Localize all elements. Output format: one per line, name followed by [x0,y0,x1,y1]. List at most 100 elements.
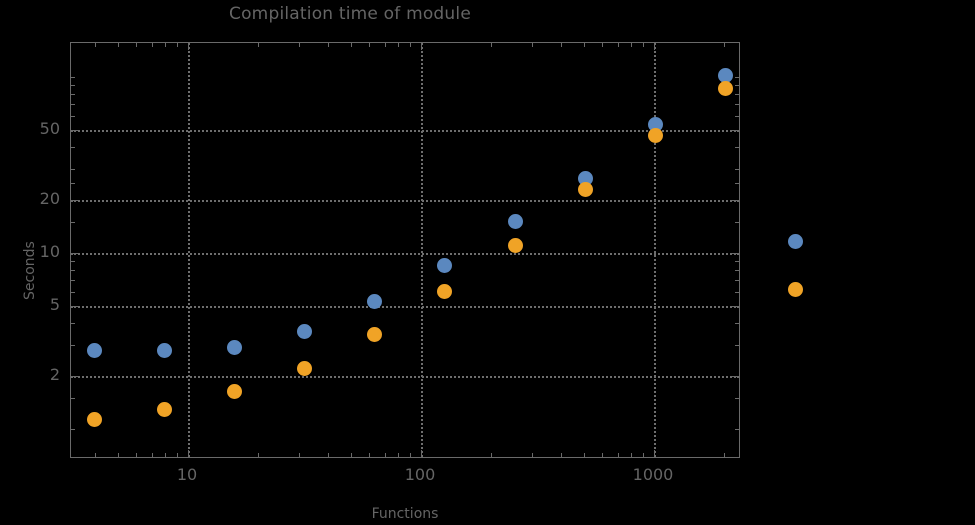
tick-x-minor [532,453,534,457]
tick-x-minor [724,453,726,457]
tick-x-minor-top [561,43,563,47]
tick-x-top-100 [421,43,422,50]
tick-y-minor [71,221,75,223]
data-point-series2-512 [577,181,593,197]
data-point-series2-4 [86,411,102,427]
tick-x-minor [177,453,179,457]
tick-x-minor [151,453,153,457]
tick-y-minor-right [735,397,739,399]
tick-y-minor-right [735,323,739,325]
tick-y-10 [71,252,78,254]
data-point-series1-256 [507,214,523,229]
tick-x-10 [188,450,189,457]
tick-x-minor-top [299,43,301,47]
tick-x-minor [398,453,400,457]
tick-x-minor-top [631,43,633,47]
tick-x-minor-top [165,43,167,47]
data-point-series2-2048 [718,80,734,96]
tick-y-minor [71,280,75,282]
tick-x-minor-top [398,43,400,47]
data-point-series1-8 [156,343,172,359]
tick-x-minor [369,453,371,457]
tick-x-minor-top [350,43,352,47]
tick-y-2 [71,376,78,377]
gridline-y-10 [71,252,739,255]
data-point-series1-32 [297,324,313,340]
tick-y-minor-right [735,147,739,149]
tick-x-minor-top [95,43,97,47]
tick-x-minor [561,453,563,457]
tick-x-minor [602,453,604,457]
tick-x-minor [328,453,330,457]
tick-y-minor-right [735,85,739,87]
tick-y-minor [71,182,75,184]
tick-x-minor [350,453,352,457]
data-point-series2-256 [507,237,523,253]
tick-y-minor-right [735,76,739,78]
tick-x-minor-top [117,43,119,47]
tick-y-50 [71,129,78,131]
tick-x-minor-top [602,43,604,47]
data-point-series1-4 [86,343,102,359]
tick-x-minor [117,453,119,457]
data-point-series1-4096 [788,233,804,249]
tick-y-minor [71,104,75,106]
tick-y-right-10 [732,252,739,254]
tick-y-20 [71,200,78,201]
data-point-series2-4096 [788,282,804,298]
tick-x-minor-top [136,43,138,47]
tick-y-minor [71,428,75,430]
gridline-y-50 [71,129,739,132]
tick-y-minor [71,85,75,87]
tick-x-minor [583,453,585,457]
tick-x-minor-top [328,43,330,47]
tick-y-minor [71,169,75,170]
tick-y-right-20 [732,200,739,201]
tick-x-minor-top [384,43,386,47]
y-tick-label-5: 5 [49,294,60,314]
tick-y-minor-right [735,169,739,170]
plot-frame [70,42,740,458]
tick-x-minor-top [724,43,726,47]
tick-x-minor [258,453,260,457]
data-point-series2-16 [227,384,243,400]
data-point-series1-16 [227,339,243,355]
tick-x-minor-top [532,43,534,47]
tick-x-minor [299,453,301,457]
tick-x-1000 [654,450,655,457]
tick-x-minor [491,453,493,457]
tick-y-minor-right [735,345,739,346]
tick-y-minor-right [735,292,739,294]
gridline-y-20 [71,200,739,202]
x-tick-label-1000: 1000 [632,465,674,484]
tick-y-minor-right [735,221,739,223]
gridline-x-100 [421,43,423,457]
data-point-series2-1024 [647,127,663,143]
tick-x-minor-top [491,43,493,47]
tick-y-minor [71,116,75,118]
y-tick-label-2: 2 [49,365,60,384]
tick-x-top-1000 [654,43,655,50]
tick-x-minor [95,453,97,457]
data-point-series2-64 [367,326,383,342]
tick-x-minor-top [643,43,645,47]
gridline-y-5 [71,305,739,308]
gridline-x-10 [188,43,190,457]
tick-y-right-2 [732,376,739,377]
y-axis-title: Seconds [22,241,38,300]
tick-x-minor-top [583,43,585,47]
tick-x-minor [410,453,412,457]
data-point-series2-128 [437,283,453,299]
tick-y-minor-right [735,104,739,106]
x-tick-label-10: 10 [176,465,198,484]
y-tick-label-10: 10 [39,241,60,261]
tick-x-top-10 [188,43,189,50]
tick-y-minor [71,270,75,272]
tick-x-minor [165,453,167,457]
tick-y-5 [71,305,78,307]
tick-x-minor [631,453,633,457]
tick-x-minor [384,453,386,457]
tick-y-minor [71,397,75,399]
data-point-series2-8 [156,401,172,417]
